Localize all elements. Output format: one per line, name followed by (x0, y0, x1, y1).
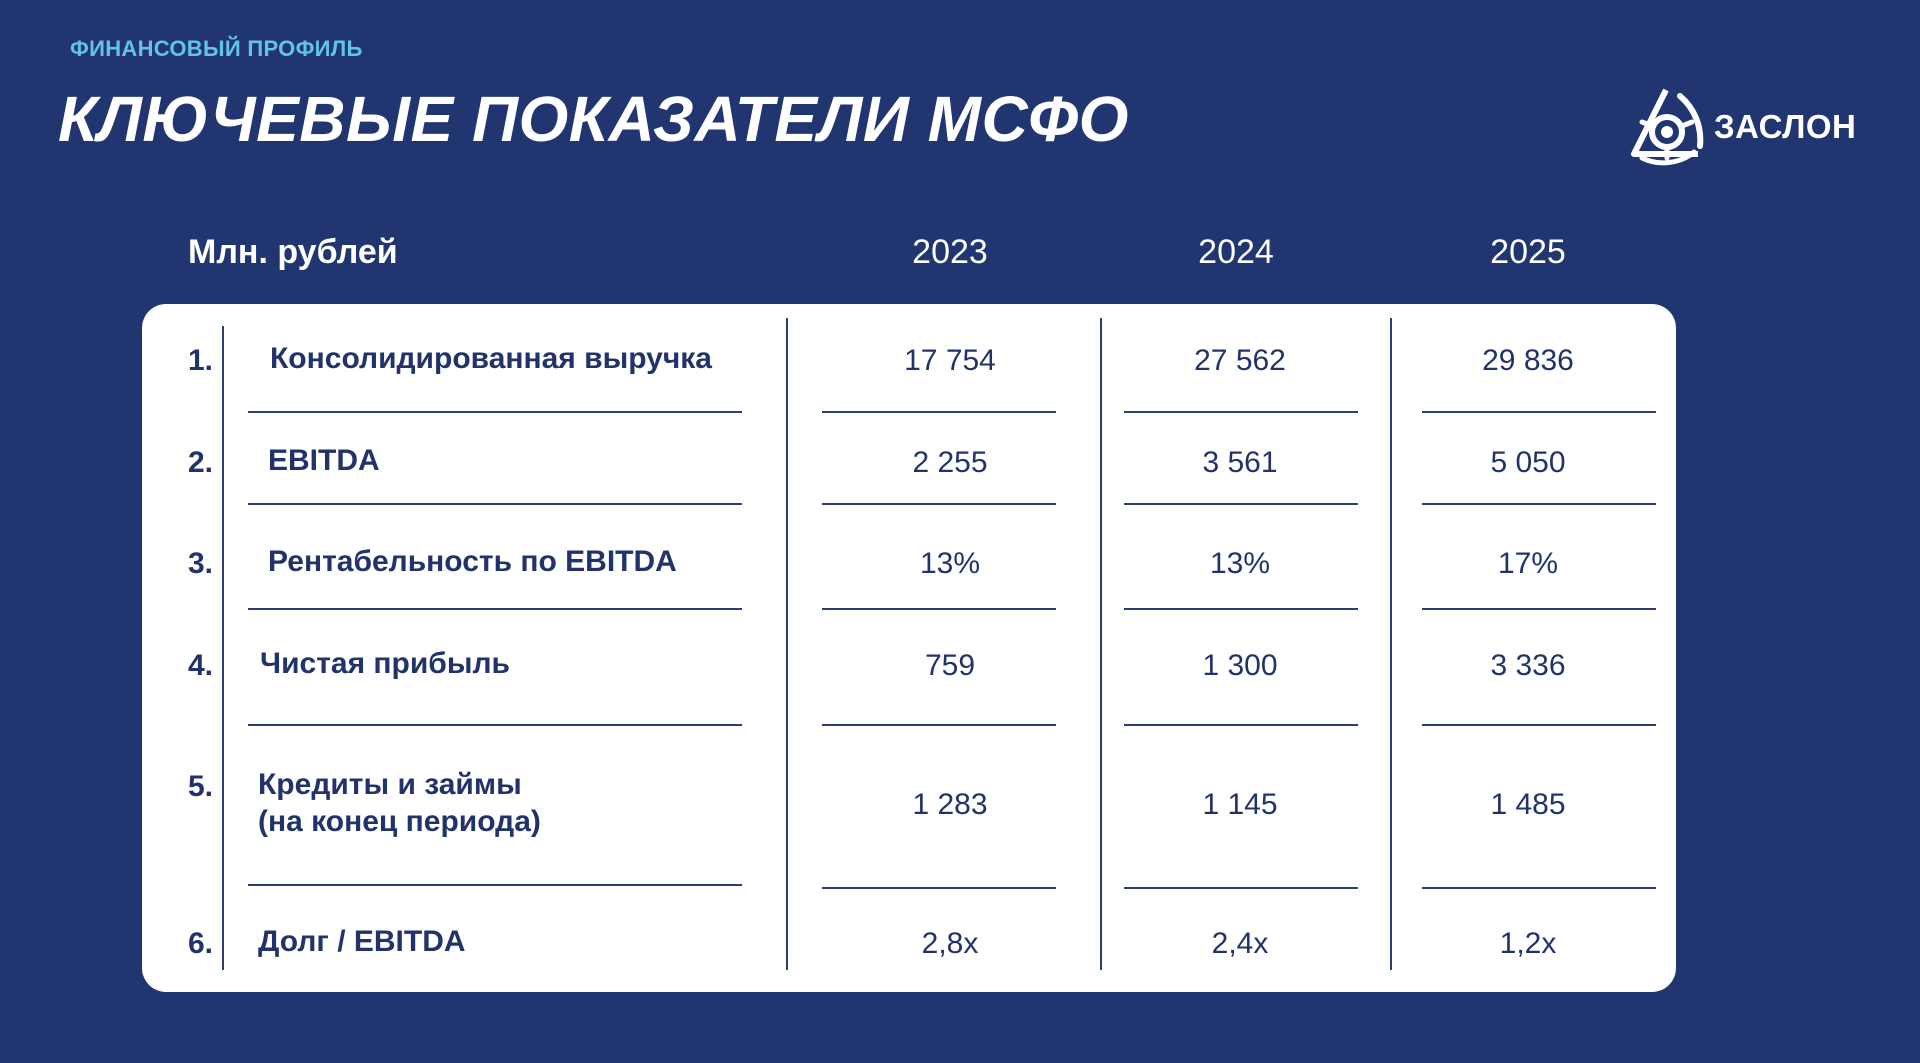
row-divider (248, 884, 742, 886)
zaslon-logo-icon (1631, 88, 1704, 166)
logo-text: ЗАСЛОН (1714, 108, 1857, 145)
row-divider (248, 503, 742, 505)
row-divider (822, 724, 1056, 726)
row-divider (1422, 503, 1656, 505)
cell-net-profit-2023: 759 (924, 649, 976, 682)
cell-debt-ebitda-2023: 2,8x (921, 927, 979, 960)
row-label-net-profit: Чистая прибыль (260, 647, 510, 680)
row-label-debt-ebitda: Долг / EBITDA (258, 925, 466, 958)
cell-ebitda-2024: 3 561 (1202, 446, 1278, 479)
cell-margin-2024: 13% (1209, 547, 1271, 580)
row-number: 5. (188, 770, 214, 803)
row-divider (1124, 503, 1358, 505)
cell-revenue-2024: 27 562 (1194, 344, 1286, 377)
row-label-revenue: Консолидированная выручка (270, 342, 712, 375)
cell-net-profit-2025: 3 336 (1490, 649, 1566, 682)
cell-loans-2024: 1 145 (1202, 788, 1278, 821)
row-divider (1124, 411, 1358, 413)
row-label-loans: Кредиты и займы (258, 768, 522, 801)
row-divider (1422, 608, 1656, 610)
cell-revenue-2025: 29 836 (1482, 344, 1574, 377)
cell-margin-2025: 17% (1497, 547, 1559, 580)
row-divider (1422, 887, 1656, 889)
row-divider (248, 411, 742, 413)
cell-debt-ebitda-2025: 1,2x (1499, 927, 1557, 960)
column-divider (1100, 318, 1102, 970)
cell-loans-2023: 1 283 (912, 788, 988, 821)
row-number: 4. (188, 649, 214, 682)
cell-loans-2025: 1 485 (1490, 788, 1566, 821)
row-label-ebitda-margin: Рентабельность по EBITDA (268, 545, 677, 578)
row-label-ebitda: EBITDA (268, 444, 380, 477)
column-divider (786, 318, 788, 970)
row-divider (248, 724, 742, 726)
cell-margin-2023: 13% (919, 547, 981, 580)
unit-label: Млн. рублей (188, 233, 398, 271)
row-number: 3. (188, 547, 214, 580)
company-logo: ЗАСЛОН (1628, 86, 1868, 166)
year-header-2024: 2024 (1198, 233, 1274, 271)
row-number: 6. (188, 927, 214, 960)
section-eyebrow: ФИНАНСОВЫЙ ПРОФИЛЬ (70, 36, 363, 61)
row-divider (822, 411, 1056, 413)
row-divider (1124, 608, 1358, 610)
row-divider (1422, 724, 1656, 726)
cell-debt-ebitda-2024: 2,4x (1211, 927, 1269, 960)
row-divider (248, 608, 742, 610)
row-divider (822, 503, 1056, 505)
row-divider (1124, 724, 1358, 726)
year-header-2025: 2025 (1490, 233, 1566, 271)
row-divider (822, 887, 1056, 889)
page-title: КЛЮЧЕВЫЕ ПОКАЗАТЕЛИ МСФО (58, 83, 1129, 155)
row-divider (822, 608, 1056, 610)
year-header-2023: 2023 (912, 233, 988, 271)
row-number: 1. (188, 344, 214, 377)
indicators-table: 1. Консолидированная выручка 17 754 27 5… (142, 304, 1676, 992)
row-divider (1422, 411, 1656, 413)
column-divider (222, 326, 224, 970)
cell-ebitda-2023: 2 255 (912, 446, 988, 479)
column-divider (1390, 318, 1392, 970)
row-label-loans-note: (на конец периода) (258, 805, 541, 838)
cell-ebitda-2025: 5 050 (1490, 446, 1566, 479)
row-divider (1124, 887, 1358, 889)
cell-net-profit-2024: 1 300 (1202, 649, 1278, 682)
row-number: 2. (188, 446, 214, 479)
cell-revenue-2023: 17 754 (904, 344, 996, 377)
